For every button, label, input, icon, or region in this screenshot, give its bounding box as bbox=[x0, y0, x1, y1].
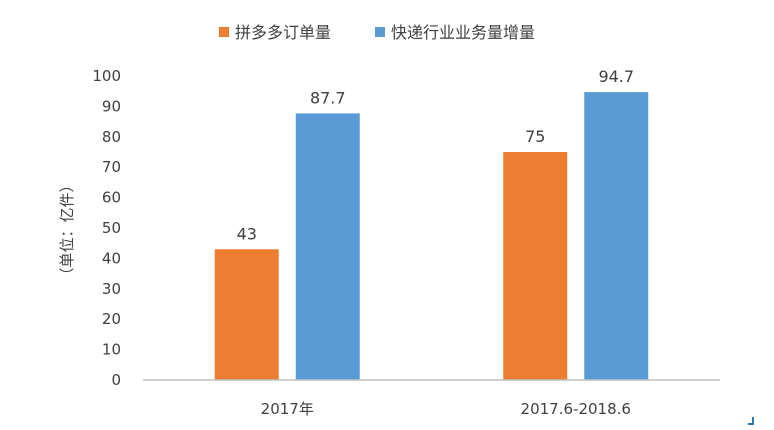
legend-label: 拼多多订单量 bbox=[235, 23, 331, 42]
y-tick-label: 20 bbox=[102, 310, 121, 328]
bar bbox=[214, 249, 279, 380]
legend: 拼多多订单量 快递行业业务量增量 bbox=[219, 23, 535, 42]
y-tick-label: 0 bbox=[111, 371, 121, 389]
y-tick-label: 30 bbox=[102, 280, 121, 298]
y-tick-label: 60 bbox=[102, 189, 121, 207]
data-label: 94.7 bbox=[598, 67, 634, 86]
legend-swatch bbox=[219, 27, 229, 37]
y-axis-label: （单位：亿件） bbox=[58, 177, 76, 282]
y-tick-label: 50 bbox=[102, 219, 121, 237]
y-tick-label: 10 bbox=[102, 341, 121, 359]
y-tick-label: 80 bbox=[102, 128, 121, 146]
legend-label: 快递行业业务量增量 bbox=[391, 23, 535, 42]
y-tick-label: 70 bbox=[102, 158, 121, 176]
y-axis-ticks: 0 10 20 30 40 50 60 70 80 90 100 bbox=[92, 67, 121, 389]
data-label: 87.7 bbox=[310, 88, 346, 107]
bars: 43 87.7 75 94.7 bbox=[214, 67, 649, 380]
category-labels: 2017年 2017.6-2018.6 bbox=[261, 400, 631, 418]
legend-swatch bbox=[375, 27, 385, 37]
data-label: 43 bbox=[237, 224, 257, 243]
y-tick-label: 40 bbox=[102, 249, 121, 267]
category-label: 2017.6-2018.6 bbox=[521, 400, 631, 418]
corner-mark bbox=[748, 417, 754, 425]
y-tick-label: 90 bbox=[102, 97, 121, 115]
y-tick-label: 100 bbox=[92, 67, 121, 85]
category-label: 2017年 bbox=[261, 400, 314, 418]
bar bbox=[503, 152, 568, 380]
bar bbox=[295, 113, 360, 380]
bar bbox=[584, 92, 649, 380]
data-label: 75 bbox=[525, 127, 545, 146]
